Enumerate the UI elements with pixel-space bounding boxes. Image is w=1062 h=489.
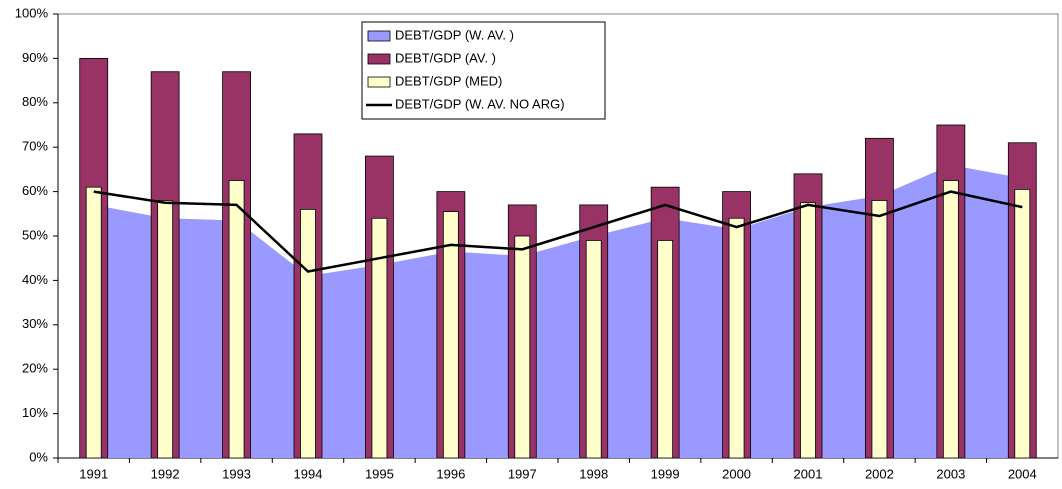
bar — [800, 202, 816, 459]
y-tick-label: 0% — [29, 449, 48, 464]
bar — [585, 240, 602, 459]
x-tick-label: 1992 — [151, 466, 180, 481]
y-tick-label: 40% — [22, 272, 48, 287]
bar — [300, 208, 316, 459]
legend-box — [361, 21, 606, 120]
y-tick-label: 50% — [22, 227, 48, 242]
legend-swatch — [367, 53, 391, 65]
x-tick-label: 1998 — [579, 466, 608, 481]
line — [93, 190, 1023, 273]
legend-label: DEBT/GDP (W. AV. ) — [395, 27, 514, 42]
bar — [1014, 188, 1031, 459]
bar — [871, 200, 888, 459]
y-tick-label: 60% — [22, 183, 48, 198]
x-tick-label: 2000 — [722, 466, 751, 481]
y-tick-label: 100% — [15, 5, 49, 20]
bar — [942, 180, 959, 459]
legend-swatch — [367, 76, 391, 88]
legend-label: DEBT/GDP (AV. ) — [395, 50, 496, 65]
bar — [657, 240, 674, 459]
bar — [371, 217, 388, 459]
legend-swatch — [367, 30, 391, 42]
y-tick-label: 30% — [22, 316, 48, 331]
x-tick-label: 2004 — [1008, 466, 1037, 481]
bar — [514, 235, 531, 459]
x-tick-label: 1995 — [365, 466, 394, 481]
bar — [728, 217, 745, 459]
bar — [157, 200, 174, 459]
y-tick-label: 80% — [22, 94, 48, 109]
bar — [228, 180, 245, 459]
legend-label: DEBT/GDP (W. AV. NO ARG) — [395, 96, 565, 111]
area — [93, 164, 1023, 458]
x-tick-label: 1991 — [79, 466, 108, 481]
x-tick-label: 2003 — [936, 466, 965, 481]
x-tick-label: 2001 — [794, 466, 823, 481]
x-tick-label: 1993 — [222, 466, 251, 481]
x-tick-label: 1994 — [294, 466, 323, 481]
y-tick-label: 10% — [22, 405, 48, 420]
x-tick-label: 1997 — [508, 466, 537, 481]
x-tick-label: 1999 — [651, 466, 680, 481]
y-tick-label: 20% — [22, 361, 48, 376]
legend-label: DEBT/GDP (MED) — [395, 73, 502, 88]
bar — [442, 211, 459, 459]
y-tick-label: 90% — [22, 50, 48, 65]
bar — [85, 186, 102, 459]
x-tick-label: 1996 — [436, 466, 465, 481]
y-tick-label: 70% — [22, 139, 48, 154]
legend: DEBT/GDP (W. AV. ) DEBT/GDP (AV. ) DEBT/GD… — [361, 21, 606, 120]
x-tick-label: 2002 — [865, 466, 894, 481]
